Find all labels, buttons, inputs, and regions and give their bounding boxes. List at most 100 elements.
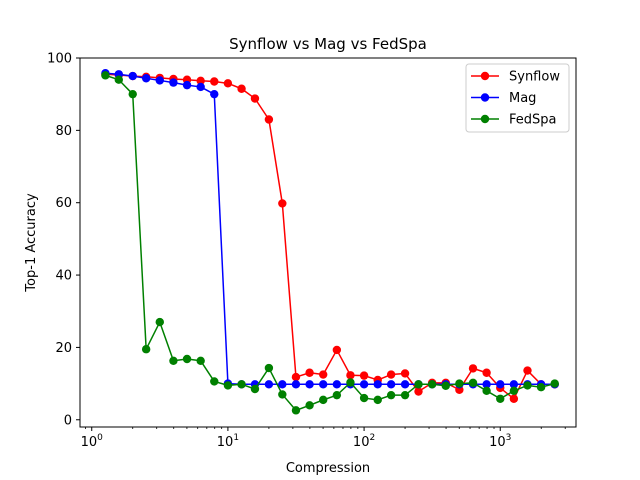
data-point-fedspa <box>305 401 314 410</box>
y-tick-label: 100 <box>47 52 72 67</box>
y-axis: 0 20 40 60 80 100 <box>47 52 80 428</box>
data-point-fedspa <box>223 381 233 390</box>
data-point-synflow <box>278 199 287 208</box>
data-point-synflow <box>482 368 491 377</box>
data-point-synflow <box>386 370 396 379</box>
data-point-fedspa <box>441 381 450 390</box>
legend: Synflow Mag FedSpa <box>465 63 570 133</box>
data-point-fedspa <box>128 89 137 99</box>
y-tick-label: 40 <box>55 269 72 284</box>
data-point-mag <box>291 380 301 389</box>
data-point-mag <box>182 80 192 90</box>
data-point-fedspa <box>427 380 437 389</box>
data-point-mag <box>278 380 287 389</box>
data-point-synflow <box>509 394 519 403</box>
legend-marker-mag <box>480 93 490 102</box>
data-point-synflow <box>414 387 423 396</box>
data-point-mag <box>196 82 205 92</box>
legend-label-fedspa: FedSpa <box>509 113 557 128</box>
axes-frame <box>79 57 577 428</box>
data-point-fedspa <box>455 379 464 388</box>
legend-marker-synflow <box>480 71 490 81</box>
y-tick-label: 0 <box>64 413 72 428</box>
data-point-mag <box>141 74 151 83</box>
data-point-synflow <box>332 345 342 355</box>
data-point-synflow <box>250 94 260 103</box>
series-line-synflow <box>105 73 555 400</box>
data-point-fedspa <box>496 394 505 403</box>
legend-marker-fedspa <box>480 114 490 124</box>
y-tick-label: 80 <box>55 124 72 139</box>
data-point-mag <box>155 76 164 85</box>
data-point-fedspa <box>509 386 519 396</box>
data-point-fedspa <box>482 386 491 396</box>
y-tick-label: 20 <box>55 341 72 356</box>
data-point-mag <box>373 380 382 389</box>
data-point-synflow <box>305 368 314 377</box>
data-point-mag <box>332 380 342 389</box>
data-point-synflow <box>523 366 532 375</box>
data-point-fedspa <box>536 383 546 392</box>
data-point-mag <box>359 380 369 389</box>
data-point-fedspa <box>346 378 355 387</box>
data-point-fedspa <box>101 71 110 80</box>
series-line-mag <box>105 72 555 386</box>
data-point-fedspa <box>550 379 559 388</box>
data-point-synflow <box>210 77 219 86</box>
data-point-fedspa <box>373 395 382 405</box>
data-point-fedspa <box>319 395 328 405</box>
x-axis-label: Compression <box>286 461 370 476</box>
data-point-mag <box>128 71 137 81</box>
data-point-fedspa <box>196 356 205 365</box>
data-point-mag <box>386 380 396 389</box>
data-point-fedspa <box>468 378 478 388</box>
legend-label-synflow: Synflow <box>509 70 560 85</box>
plot-area <box>101 68 559 415</box>
data-point-synflow <box>359 371 369 380</box>
x-tick-label: 102 <box>353 433 375 450</box>
series-line-fedspa <box>105 74 555 412</box>
data-point-fedspa <box>169 356 178 365</box>
x-tick-label: 103 <box>489 433 511 450</box>
data-point-fedspa <box>332 390 342 400</box>
data-point-synflow <box>346 371 355 380</box>
data-point-fedspa <box>400 390 410 400</box>
data-point-mag <box>264 380 274 389</box>
data-point-fedspa <box>414 380 423 389</box>
data-point-fedspa <box>386 390 396 400</box>
data-point-fedspa <box>291 406 301 415</box>
legend-frame <box>465 63 570 133</box>
data-point-mag <box>305 380 314 389</box>
data-point-synflow <box>264 115 274 124</box>
data-point-synflow <box>400 369 410 378</box>
data-point-fedspa <box>210 377 219 386</box>
data-point-synflow <box>196 76 205 85</box>
data-point-mag <box>482 380 491 389</box>
data-point-fedspa <box>237 380 246 389</box>
data-point-mag <box>496 380 505 389</box>
data-point-fedspa <box>250 384 260 394</box>
x-tick-label: 101 <box>217 433 239 450</box>
data-point-fedspa <box>141 345 151 354</box>
data-point-mag <box>400 380 410 389</box>
data-point-synflow <box>468 364 478 373</box>
data-point-synflow <box>237 84 246 93</box>
data-point-fedspa <box>523 381 532 390</box>
data-point-mag <box>509 380 519 389</box>
data-point-mag <box>319 380 328 389</box>
data-point-fedspa <box>114 75 123 84</box>
data-point-synflow <box>291 372 301 382</box>
x-tick-label: 100 <box>81 433 104 450</box>
chart-title: Synflow vs Mag vs FedSpa <box>229 35 427 53</box>
y-tick-label: 60 <box>55 196 72 211</box>
data-point-mag <box>169 78 178 87</box>
y-axis-label: Top-1 Accuracy <box>24 193 39 293</box>
legend-label-mag: Mag <box>509 91 536 106</box>
data-point-fedspa <box>278 390 287 399</box>
data-point-synflow <box>319 370 328 379</box>
data-point-fedspa <box>359 393 369 403</box>
data-point-fedspa <box>155 317 164 327</box>
data-point-synflow <box>223 79 233 88</box>
data-point-fedspa <box>264 363 274 373</box>
